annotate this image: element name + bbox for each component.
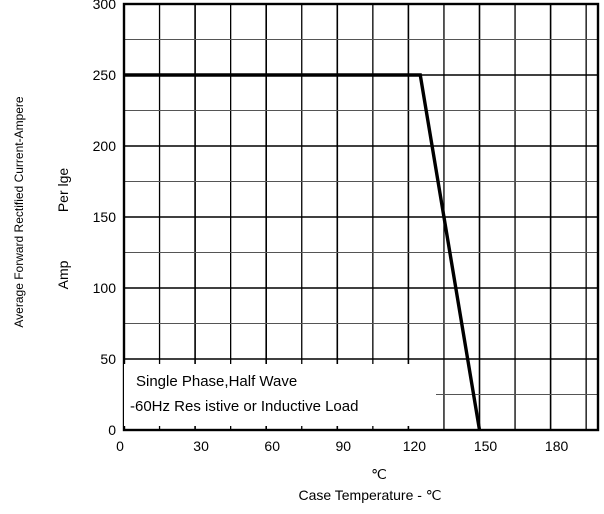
plot-border [122,2,600,432]
x-tick-label: 60 [264,438,280,454]
y-tick-label: 200 [93,138,117,154]
x-tick-label: 150 [474,438,498,454]
x-axis-label: Case Temperature - ℃ [298,487,441,503]
annotation-background [124,364,436,426]
x-tick-label: 180 [545,438,569,454]
annotation-line-2: -60Hz Res istive or Inductive Load [130,398,358,415]
y-axis-label-2: Per lge [55,168,71,213]
y-tick-label: 50 [100,351,116,367]
y-axis-label: Average Forward Rectified Current-Ampere [12,96,26,328]
plot-frame [122,2,600,432]
x-tick-label: 0 [116,438,124,454]
x-tick-label: 30 [193,438,209,454]
x-tick-label: 90 [336,438,352,454]
annotation-line-1: Single Phase,Half Wave [136,373,297,390]
x-tick-labels: 0 30 60 90 120 150 180 [116,438,568,454]
y-tick-label: 0 [108,422,116,438]
series-line-0 [124,73,482,431]
annotation-box: Single Phase,Half Wave -60Hz Res istive … [124,364,436,426]
y-tick-label: 100 [93,280,117,296]
y-tick-label: 300 [93,0,117,12]
y-tick-labels: 0 50 100 150 200 250 300 [93,0,117,438]
x-tick-label: 120 [403,438,427,454]
y-tick-label: 250 [93,67,117,83]
y-axis-label-3: Amp [55,260,71,289]
x-axis-unit: ℃ [371,466,387,482]
series-layer [124,73,482,431]
y-tick-label: 150 [93,209,117,225]
